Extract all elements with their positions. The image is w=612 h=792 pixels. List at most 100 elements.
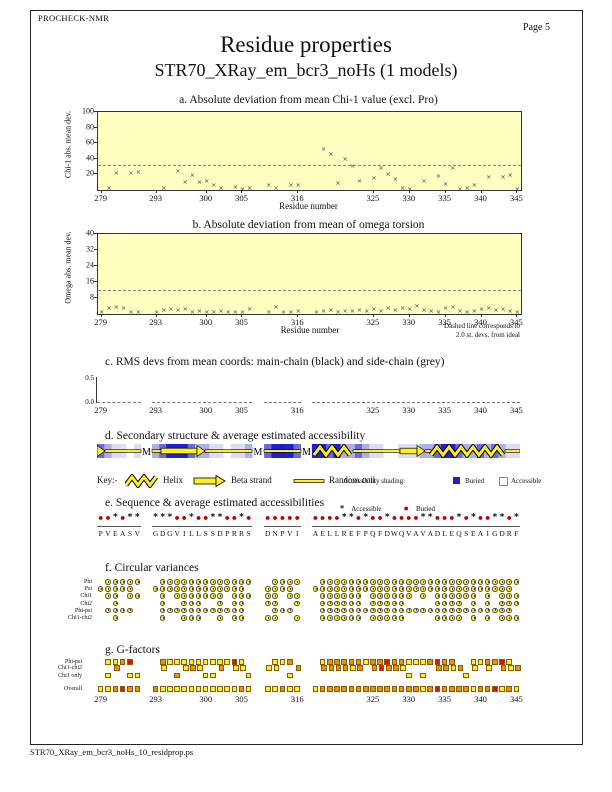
dial-hand-icon (344, 587, 346, 590)
gfactor-square (477, 659, 484, 665)
data-point-marker: × (98, 307, 105, 316)
circular-variance-dial (513, 593, 520, 599)
data-point-marker: × (246, 183, 253, 192)
dial-hand-icon (122, 587, 124, 590)
buried-dot-icon: ● (97, 512, 104, 523)
accessibility-symbols-row: ● ● * ● * * * * * ● ● * ● ● * * ● ● * ● ● ● ● ● ● ● ● ● ● * * ● * ● ● * ● ● ● ●… (97, 512, 520, 524)
dial-hand-icon (322, 609, 324, 612)
sequence-letter: V (174, 529, 180, 538)
dial-hand-icon (423, 580, 425, 583)
gfactor-square (134, 686, 141, 692)
gfactor-square (174, 659, 180, 665)
circular-variance-dial (231, 615, 238, 621)
panel-c-ytick-labels: 0.5 0.0 (70, 374, 94, 406)
x-axis-tick-label: 345 (510, 193, 523, 203)
dial-hand-icon (409, 609, 410, 612)
dial-hand-icon (177, 609, 179, 612)
data-point-marker: × (399, 183, 406, 192)
dial-hand-icon (170, 587, 172, 590)
gfactor-square (159, 686, 166, 692)
dial-hand-icon (516, 616, 518, 619)
accessible-star-icon: * (514, 512, 519, 523)
data-point-marker: × (168, 304, 174, 313)
data-point-marker: × (363, 306, 370, 315)
dial-hand-icon (387, 616, 389, 619)
panel-b-xlabel: Residue number (280, 325, 340, 335)
circular-variance-dial (195, 600, 202, 607)
sequence-letter: L (442, 529, 447, 538)
dial-hand-icon (473, 594, 475, 598)
x-axis-tick-label: 340 (474, 193, 487, 203)
data-point-marker: × (106, 183, 112, 192)
random-coil-segment (204, 449, 253, 453)
circular-variance-dial (470, 615, 477, 621)
data-point-marker: × (392, 174, 399, 183)
dial-hand-icon (394, 602, 396, 605)
accessible-star-icon: * (112, 512, 118, 523)
dial-hand-icon (466, 587, 468, 590)
data-point-marker: × (313, 307, 320, 316)
dial-hand-icon (220, 609, 222, 612)
gfactor-square (486, 665, 492, 671)
dial-hand-icon (459, 594, 461, 598)
circular-variance-dial (484, 607, 491, 614)
key-accessible-label: Accessible (511, 477, 542, 485)
gfactor-square (355, 659, 362, 665)
circular-variance-dial (362, 586, 369, 592)
dial-hand-icon (416, 580, 418, 583)
dial-hand-icon (234, 609, 236, 612)
gfactor-square (112, 686, 119, 692)
dial-hand-icon (137, 580, 139, 583)
circular-variance-dial (484, 593, 491, 599)
x-axis-tick-label: 325 (366, 317, 380, 327)
panel-b-note: Dashed line corresponds to 2.0 st. devs.… (380, 322, 520, 340)
dial-hand-icon (130, 580, 132, 583)
data-point-marker: × (239, 307, 246, 316)
data-point-marker: × (450, 163, 456, 172)
legend-accessible-label: Accessible (351, 505, 382, 513)
accessibility-cell (347, 444, 356, 458)
x-axis-tick-mark (372, 314, 374, 317)
dial-hand-icon (275, 616, 277, 619)
dial-hand-icon (401, 587, 403, 590)
dial-hand-icon (459, 587, 461, 590)
y-axis-tick-label: 20 (86, 168, 94, 178)
gfactor-square (350, 665, 356, 671)
circular-variance-dial (384, 579, 390, 585)
data-point-marker: × (428, 306, 435, 315)
circular-variance-dial (484, 600, 491, 607)
x-axis-tick-mark (205, 190, 207, 193)
circular-variance-dial (348, 593, 355, 599)
sequence-letter: G (167, 529, 173, 538)
dial-hand-icon (495, 587, 497, 590)
dial-hand-icon (337, 594, 339, 598)
sequence-letter: A (477, 529, 484, 538)
circular-variance-dial (456, 600, 462, 607)
sequence-letter: E (449, 529, 455, 538)
gfactor-square (272, 659, 278, 665)
circular-variance-dial (181, 600, 187, 607)
dial-hand-icon (487, 580, 489, 583)
dial-hand-icon (487, 616, 489, 619)
buried-dot-icon: ● (279, 512, 286, 523)
x-axis-tick-mark (205, 314, 207, 317)
dial-hand-icon (234, 594, 236, 598)
x-axis-tick-mark (444, 314, 446, 317)
data-point-marker: × (500, 304, 506, 313)
data-point-marker: × (266, 307, 272, 316)
x-axis-tick-mark (100, 314, 102, 317)
random-coil-segment (504, 449, 521, 453)
gfactor-square (152, 686, 159, 692)
circular-variance-dial (341, 600, 347, 607)
dial-hand-icon (380, 609, 382, 612)
gfactor-square (287, 686, 293, 692)
dial-hand-icon (409, 594, 410, 598)
accessible-star-icon: * (384, 512, 390, 523)
panel-e-legend: * Accessible ● Buried (340, 498, 540, 513)
gfactor-square (112, 659, 119, 665)
gfactor-square (341, 686, 347, 692)
sequence-letter: E (349, 529, 354, 538)
beta-strand-arrowhead (96, 444, 106, 458)
circular-variance-dial (195, 593, 202, 599)
accessible-star-icon: * (470, 512, 476, 523)
